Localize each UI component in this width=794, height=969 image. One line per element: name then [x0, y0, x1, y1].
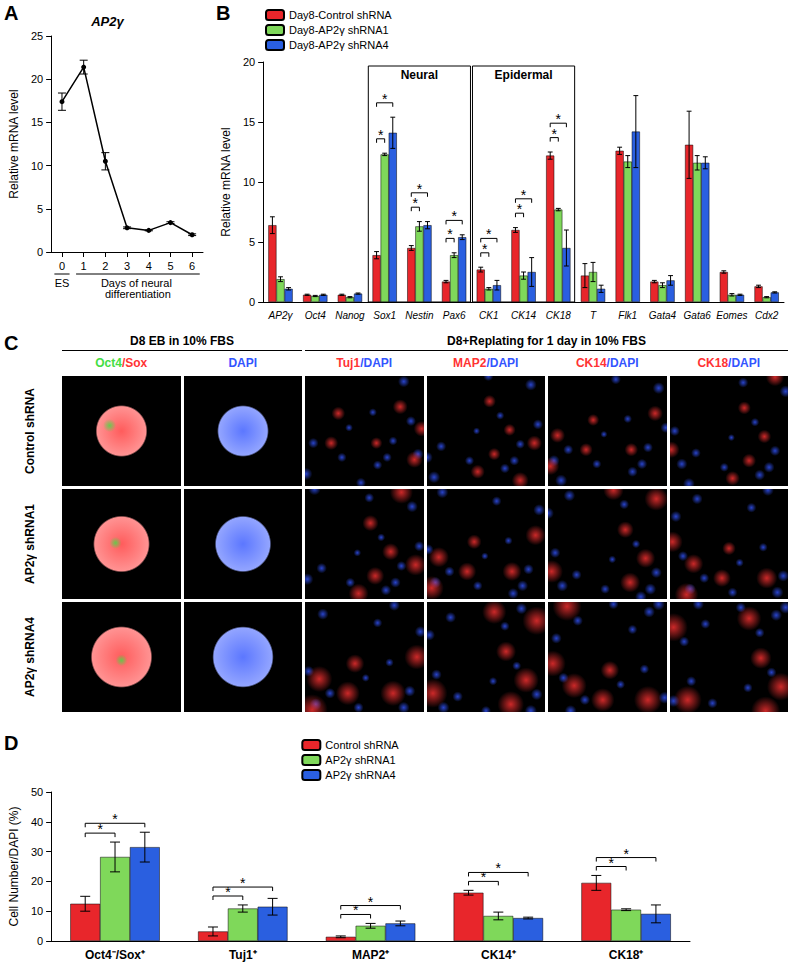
- svg-text:Cdx2: Cdx2: [755, 310, 779, 321]
- svg-text:6: 6: [189, 260, 195, 272]
- html-text:A: A: [4, 2, 19, 24]
- svg-text:*: *: [517, 201, 523, 217]
- svg-text:Neural: Neural: [401, 68, 438, 82]
- svg-text:Epidermal: Epidermal: [495, 68, 553, 82]
- svg-text:*: *: [378, 127, 384, 143]
- html-text:Oct4 /Sox: Oct4 /Sox: [95, 356, 148, 370]
- svg-text:5: 5: [37, 203, 43, 215]
- svg-text:Control shRNA: Control shRNA: [325, 739, 399, 751]
- svg-text:50: 50: [31, 786, 43, 798]
- svg-text:0: 0: [37, 935, 43, 947]
- svg-text:ES: ES: [55, 277, 70, 289]
- svg-text:T: T: [590, 310, 597, 321]
- svg-text:20: 20: [31, 73, 43, 85]
- svg-text:20: 20: [243, 56, 255, 68]
- svg-text:5: 5: [167, 260, 173, 272]
- html-text:CK18 /DAPI: CK18 /DAPI: [697, 356, 761, 370]
- html-text:AP2γ shRNA1: AP2γ shRNA1: [23, 504, 37, 584]
- svg-text:10: 10: [31, 160, 43, 172]
- svg-text:*: *: [382, 91, 388, 107]
- svg-text:*: *: [240, 875, 246, 891]
- svg-text:CK1: CK1: [479, 310, 498, 321]
- svg-text:3: 3: [124, 260, 130, 272]
- svg-text:4: 4: [146, 260, 152, 272]
- svg-text:10: 10: [243, 176, 255, 188]
- svg-text:Oct4⁻/Sox⁺: Oct4⁻/Sox⁺: [85, 948, 145, 962]
- svg-text:AP2γ shRNA1: AP2γ shRNA1: [325, 754, 395, 766]
- svg-text:*: *: [413, 195, 419, 211]
- svg-text:15: 15: [31, 116, 43, 128]
- svg-text:Relative mRNA level: Relative mRNA level: [7, 89, 21, 198]
- svg-text:5: 5: [249, 236, 255, 248]
- html-text:AP2γ shRNA4: AP2γ shRNA4: [23, 617, 37, 697]
- svg-text:*: *: [481, 869, 487, 885]
- html-text:B: B: [216, 2, 231, 24]
- html-text:C: C: [4, 332, 19, 354]
- html-text:D: D: [4, 732, 19, 754]
- svg-text:*: *: [521, 187, 527, 203]
- svg-text:0: 0: [59, 260, 65, 272]
- svg-text:CK14⁺: CK14⁺: [481, 948, 516, 962]
- svg-text:Eomes: Eomes: [716, 310, 747, 321]
- svg-text:*: *: [225, 884, 231, 900]
- html-text:DAPI: DAPI: [228, 356, 258, 370]
- svg-text:Day8-Control shRNA: Day8-Control shRNA: [289, 9, 392, 21]
- svg-text:*: *: [623, 846, 629, 862]
- svg-text:CK18: CK18: [546, 310, 571, 321]
- svg-text:*: *: [482, 241, 488, 257]
- svg-text:MAP2⁺: MAP2⁺: [352, 948, 389, 962]
- svg-text:*: *: [353, 902, 359, 918]
- svg-text:Pax6: Pax6: [443, 310, 466, 321]
- svg-text:Nestin: Nestin: [405, 310, 434, 321]
- svg-text:Nanog: Nanog: [335, 310, 365, 321]
- svg-text:Gata6: Gata6: [684, 310, 712, 321]
- svg-text:Days of neural: Days of neural: [100, 276, 175, 289]
- svg-text:0: 0: [249, 296, 255, 308]
- svg-text:Day8-AP2γ shRNA1: Day8-AP2γ shRNA1: [289, 24, 389, 36]
- svg-text:AP2γ: AP2γ: [268, 310, 294, 321]
- svg-text:Sox1: Sox1: [373, 310, 396, 321]
- svg-text:*: *: [112, 811, 118, 827]
- svg-text:25: 25: [31, 30, 43, 42]
- svg-text:1: 1: [81, 260, 87, 272]
- svg-text:AP2γ: AP2γ: [90, 14, 124, 29]
- html-text:CK14 /DAPI: CK14 /DAPI: [575, 356, 639, 370]
- svg-text:Cell Number/DAPI (%): Cell Number/DAPI (%): [7, 806, 21, 926]
- html-text:D8+Replating for 1 day in 10%: D8+Replating for 1 day in 10% FBS: [447, 334, 646, 348]
- svg-text:*: *: [608, 855, 614, 871]
- svg-text:Gata4: Gata4: [649, 310, 677, 321]
- svg-text:CK14: CK14: [511, 310, 536, 321]
- svg-text:Relative mRNA level: Relative mRNA level: [219, 127, 233, 236]
- svg-text:*: *: [417, 181, 423, 197]
- html-text:Tuj1 /DAPI: Tuj1 /DAPI: [336, 356, 393, 370]
- svg-text:20: 20: [31, 875, 43, 887]
- svg-text:*: *: [556, 111, 562, 127]
- svg-text:Day8-AP2γ shRNA4: Day8-AP2γ shRNA4: [289, 39, 389, 51]
- svg-text:*: *: [552, 126, 558, 142]
- html-text:D8 EB in 10% FBS: D8 EB in 10% FBS: [130, 334, 234, 348]
- svg-text:*: *: [447, 226, 453, 242]
- svg-text:Flk1: Flk1: [618, 310, 637, 321]
- svg-text:differentiation: differentiation: [105, 288, 171, 300]
- svg-text:10: 10: [31, 905, 43, 917]
- svg-text:*: *: [496, 860, 502, 876]
- svg-text:*: *: [451, 208, 457, 224]
- html-text:Control shRNA: Control shRNA: [23, 388, 37, 474]
- svg-text:AP2γ shRNA4: AP2γ shRNA4: [325, 769, 395, 781]
- svg-text:30: 30: [31, 846, 43, 858]
- html-text:MAP2 /DAPI: MAP2 /DAPI: [453, 356, 519, 370]
- svg-text:40: 40: [31, 816, 43, 828]
- svg-text:Tuj1⁺: Tuj1⁺: [229, 948, 257, 962]
- svg-text:Oct4: Oct4: [305, 310, 327, 321]
- svg-text:*: *: [486, 226, 492, 242]
- svg-text:2: 2: [102, 260, 108, 272]
- svg-text:CK18⁺: CK18⁺: [609, 948, 644, 962]
- svg-text:0: 0: [37, 246, 43, 258]
- svg-text:15: 15: [243, 116, 255, 128]
- svg-text:*: *: [368, 894, 374, 910]
